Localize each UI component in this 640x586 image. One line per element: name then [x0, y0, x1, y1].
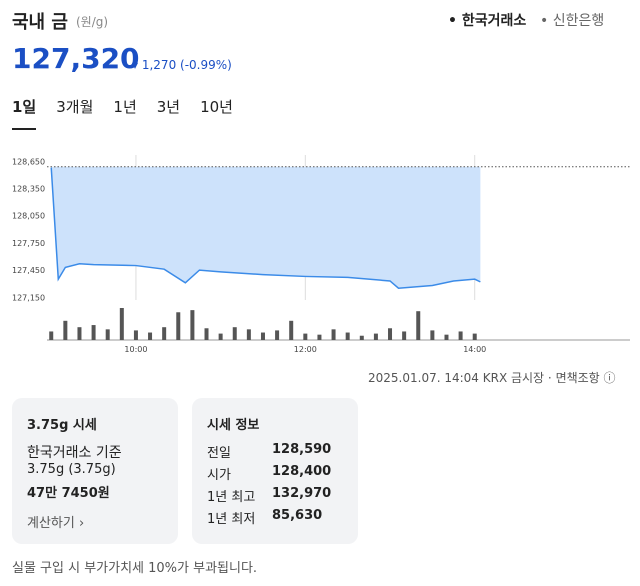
period-tab[interactable]: 1일	[12, 98, 37, 116]
volume-bar	[402, 331, 407, 340]
volume-bar	[260, 332, 265, 340]
area	[51, 166, 481, 289]
volume-bar	[91, 325, 96, 340]
disclaimer[interactable]: 면책조항	[555, 371, 600, 385]
info-value: 85,630	[272, 508, 323, 523]
volume-bar	[77, 327, 82, 340]
timestamp: 2025.01.07. 14:04 KRX 금시장	[368, 371, 545, 385]
info-value: 128,400	[272, 464, 332, 479]
period-tab[interactable]: 3년	[156, 98, 181, 116]
volume-bar	[289, 320, 294, 340]
period-tabs: 1일 3개월 1년 3년 10년	[12, 96, 253, 117]
price: 127,320	[12, 42, 140, 75]
card: 시세 정보 전일 128,590 시가 128,400 1년 최고 132,970 1년 최…	[192, 398, 358, 544]
card: 3.75g 시세 한국거래소 기준 3.75g (3.75g) 47만 7450…	[12, 398, 178, 544]
volume-bar	[303, 333, 308, 340]
card-title: 시세 정보	[207, 418, 260, 433]
volume-bar	[119, 308, 124, 340]
volume-bar	[204, 328, 209, 340]
info-label: 시가	[207, 468, 231, 483]
info-value: 128,590	[272, 442, 332, 457]
volume-bar	[359, 335, 364, 340]
volume-bar	[472, 333, 477, 340]
volume-bar	[246, 329, 251, 340]
change-pct: (-0.99%)	[180, 58, 232, 72]
volume-bar	[232, 327, 237, 340]
info-label: 전일	[207, 446, 231, 461]
unit: (원/g)	[76, 15, 109, 29]
card-amount: 47만 7450원	[27, 486, 110, 501]
source-label: 신한은행	[552, 13, 605, 29]
y-tick-label: 127,450	[12, 266, 45, 275]
x-tick-label: 14:00	[463, 345, 486, 354]
card-text: 한국거래소 기준	[27, 445, 122, 461]
meta: 2025.01.07. 14:04 KRX 금시장 · 면책조항 ⓘ	[368, 371, 616, 385]
tab-underline	[12, 128, 36, 130]
volume-bar	[388, 328, 393, 340]
period-tab[interactable]: 1년	[113, 98, 137, 116]
info-label: 1년 최저	[207, 512, 256, 527]
title: 국내 금	[12, 12, 68, 33]
price-change: ▾ 1,270 (-0.99%)	[132, 58, 232, 72]
y-tick-label: 127,750	[12, 239, 45, 248]
volume-bar	[430, 330, 435, 340]
volume-bar	[162, 327, 167, 340]
y-tick-label: 127,150	[12, 293, 45, 302]
note: 실물 구입 시 부가가치세 10%가 부과됩니다.	[12, 561, 258, 576]
y-tick-label: 128,650	[12, 157, 45, 166]
x-tick-label: 10:00	[124, 345, 147, 354]
change: 1,270	[141, 58, 177, 72]
y-tick-label: 128,050	[12, 212, 45, 221]
volume-bar	[444, 334, 449, 340]
period-tab[interactable]: 3개월	[56, 98, 94, 116]
line	[50, 167, 481, 289]
volume-bar	[133, 330, 138, 340]
volume-bar	[105, 329, 110, 340]
volume-bar	[317, 334, 322, 340]
y-tick-label: 128,350	[12, 185, 45, 194]
source-label: 한국거래소	[461, 13, 527, 29]
volume-bar	[218, 333, 223, 340]
x-tick-label: 12:00	[294, 345, 317, 354]
period-tab[interactable]: 10년	[200, 98, 233, 116]
card-title: 3.75g 시세	[27, 418, 97, 433]
volume-bar	[275, 330, 280, 340]
volume-bar	[176, 312, 181, 340]
volume-bar	[148, 332, 153, 340]
volume-bar	[49, 331, 54, 340]
volume-bar	[63, 320, 68, 340]
chart: 10:00 12:00 14:00 128,650 128,350 128,050 127,…	[12, 155, 630, 354]
info-value: 132,970	[272, 486, 332, 501]
volume-bar	[416, 311, 421, 340]
card-text: 3.75g (3.75g)	[27, 462, 116, 477]
info-label: 1년 최고	[207, 490, 256, 505]
link-text: 계산하기	[27, 516, 75, 531]
volume-bar	[345, 332, 350, 340]
card-link[interactable]: 계산하기 ›	[27, 516, 85, 531]
volume-bar	[331, 329, 336, 340]
volume-bar	[458, 331, 463, 340]
volume-bar	[190, 310, 195, 340]
source-tab[interactable]: • 신한은행	[540, 13, 605, 29]
volume-bar	[373, 333, 378, 340]
source-tab[interactable]: • 한국거래소	[448, 13, 527, 29]
